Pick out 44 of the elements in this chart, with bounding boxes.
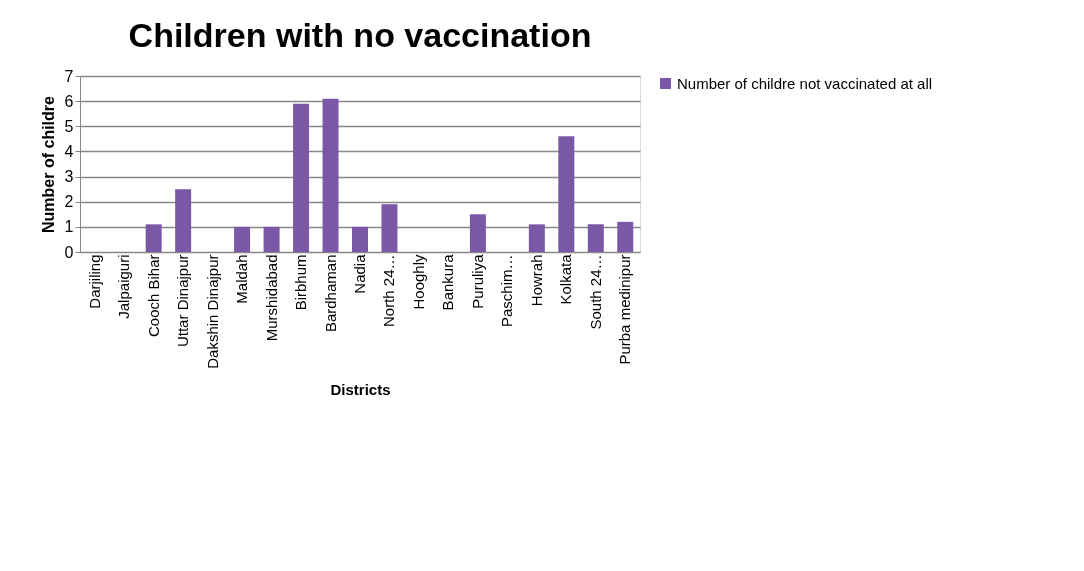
bar — [617, 221, 634, 252]
chart-title: Children with no vaccination — [128, 16, 592, 54]
x-tick-label: Murshidabad — [262, 254, 280, 342]
x-tick-label: Birbhum — [292, 254, 310, 311]
x-tick-label: South 24… — [586, 254, 604, 330]
y-tick-label: 0 — [64, 243, 74, 261]
x-tick-label: Kolkata — [557, 253, 575, 305]
x-tick-label: Puruliya — [468, 253, 486, 309]
x-tick-label: Nadia — [351, 253, 368, 294]
x-tick-label: Howrah — [527, 254, 545, 307]
y-tick-label: 7 — [64, 67, 74, 85]
bar — [234, 226, 251, 252]
y-tick-label: 4 — [64, 142, 74, 160]
y-tick-label: 1 — [64, 218, 74, 236]
x-tick-label: North 24… — [380, 254, 398, 328]
bar — [145, 224, 162, 252]
bar — [322, 98, 339, 252]
y-tick-label: 6 — [64, 92, 74, 110]
x-tick-label: Cooch Bihar — [144, 254, 162, 338]
x-tick-label: Hooghly — [409, 254, 427, 310]
x-tick-label: Uttar Dinajpur — [174, 254, 192, 348]
x-tick-label: Darjiling — [85, 254, 103, 309]
x-tick-label: Bardhaman — [321, 254, 339, 333]
x-tick-label: Bankura — [439, 253, 457, 311]
y-tick-label: 3 — [64, 168, 74, 186]
y-tick-label: 5 — [64, 117, 74, 135]
x-tick-label: Maldah — [233, 254, 251, 304]
y-axis-title: Number of childre — [39, 95, 57, 233]
x-tick-label: Paschim… — [498, 254, 516, 328]
x-tick-label: Dakshin Dinajpur — [203, 254, 221, 369]
x-tick-label: Jalpaiguri — [115, 254, 133, 319]
bar — [528, 224, 545, 252]
bar — [381, 204, 398, 252]
bar — [469, 214, 486, 252]
bar — [352, 226, 368, 252]
bar — [263, 226, 280, 252]
y-tick-label: 2 — [64, 193, 74, 211]
bar — [293, 103, 310, 252]
x-tick-label: Purba medinipur — [616, 254, 634, 365]
legend-label: Number of childre not vaccinated at all — [677, 74, 933, 92]
bar — [587, 224, 604, 252]
bar — [175, 189, 192, 252]
x-axis-title: Districts — [330, 380, 391, 398]
bar — [558, 136, 575, 252]
